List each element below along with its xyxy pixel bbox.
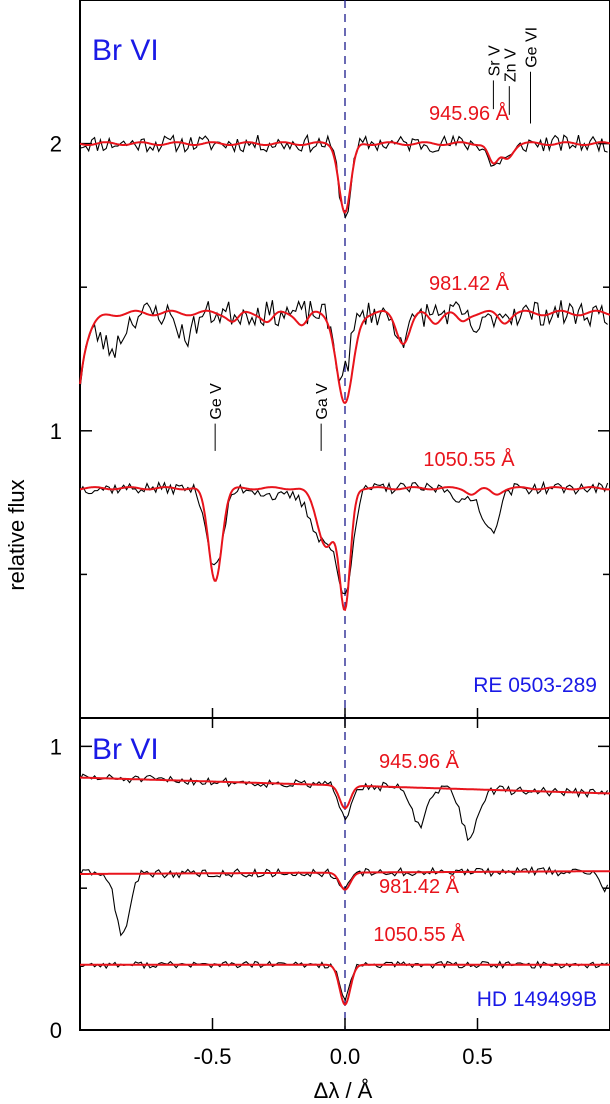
x-tick-label: 0.0	[330, 1044, 361, 1069]
observed-spectrum	[80, 960, 608, 1002]
y-tick-label: 1	[50, 734, 62, 759]
panel-hd-149499b: 0 1 945.96 Å 981.42 Å 1050.55 Å Br VI HD 14949…	[50, 717, 610, 1043]
ion-identification: Ge V	[208, 383, 225, 420]
ion-identification: Sr V	[486, 45, 503, 76]
model-spectrum	[80, 963, 610, 1006]
x-tick-label: 0.5	[462, 1044, 493, 1069]
x-tick-label: -0.5	[194, 1044, 232, 1069]
model-spectrum	[79, 141, 610, 214]
y-tick-label: 0	[50, 1018, 62, 1043]
model-spectrum	[79, 309, 610, 405]
line-wavelength-label: 945.96 Å	[429, 102, 510, 125]
model-spectrum	[80, 776, 610, 810]
model-spectrum	[79, 486, 610, 612]
observed-spectrum	[79, 865, 609, 937]
line-wavelength-label: 981.42 Å	[429, 272, 510, 295]
star-name: RE 0503-289	[473, 674, 597, 697]
observed-spectrum	[79, 299, 608, 390]
x-axis: -0.5 0.0 0.5	[194, 708, 493, 1069]
ion-identification: Zn V	[502, 48, 519, 82]
ion-identification: Ge VI	[524, 27, 541, 68]
line-wavelength-label: 981.42 Å	[379, 875, 460, 898]
star-name: HD 149499B	[477, 988, 597, 1011]
line-wavelength-label: 945.96 Å	[379, 750, 460, 773]
model-spectrum	[80, 870, 610, 891]
y-axis-title: relative flux	[4, 479, 29, 590]
x-axis-title: Δλ / Å	[314, 1078, 373, 1103]
line-wavelength-label: 1050.55 Å	[423, 448, 515, 471]
ion-identification: Ga V	[314, 383, 331, 420]
panel-re-0503-289: 1 2 945.96 Å 981.42 Å 1050.55 Å Ge V Ga V Sr VZ…	[50, 0, 610, 719]
line-wavelength-label: 1050.55 Å	[373, 923, 465, 946]
y-tick-label: 2	[50, 132, 62, 157]
ion-title: Br VI	[92, 34, 159, 67]
y-tick-label: 1	[50, 419, 62, 444]
observed-spectrum	[79, 480, 609, 595]
ion-title: Br VI	[92, 733, 159, 766]
observed-spectrum	[79, 133, 608, 220]
